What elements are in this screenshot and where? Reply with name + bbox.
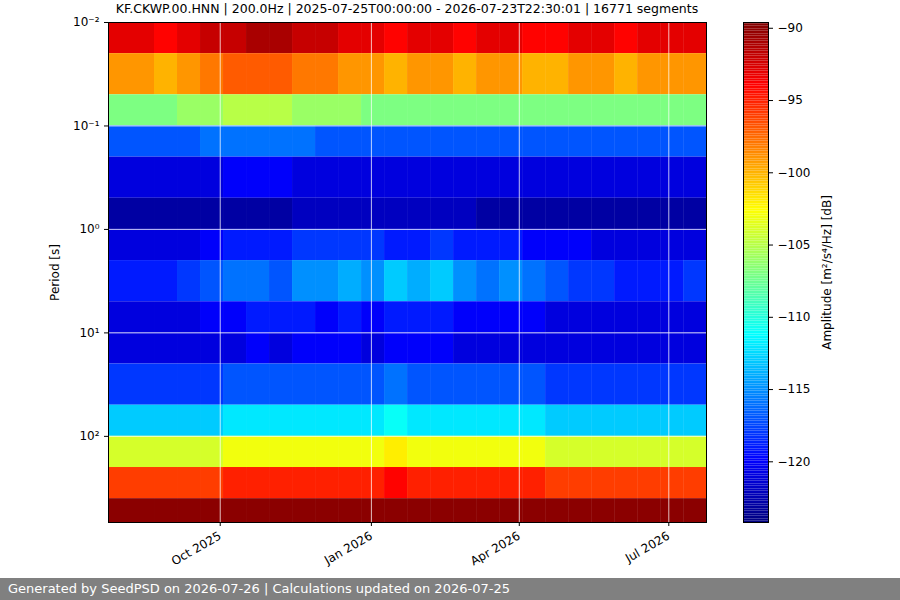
svg-text:Jan 2026: Jan 2026 xyxy=(321,529,375,568)
svg-text:Period [s]: Period [s] xyxy=(48,244,62,301)
svg-text:−115: −115 xyxy=(778,382,811,396)
svg-text:10⁰: 10⁰ xyxy=(79,222,99,236)
svg-text:−95: −95 xyxy=(778,93,803,107)
svg-text:Jul 2026: Jul 2026 xyxy=(622,529,672,566)
svg-text:10²: 10² xyxy=(79,429,99,443)
svg-text:Amplitude [m²/s⁴/Hz] [dB]: Amplitude [m²/s⁴/Hz] [dB] xyxy=(820,195,834,350)
svg-text:10⁻²: 10⁻² xyxy=(73,15,100,29)
svg-text:Oct 2025: Oct 2025 xyxy=(169,529,224,569)
html-text:Generated by SeedPSD on 2026-0: Generated by SeedPSD on 2026-07-26 | Cal… xyxy=(8,581,510,596)
svg-text:10¹: 10¹ xyxy=(79,326,99,340)
svg-text:−120: −120 xyxy=(778,455,811,469)
html-text:KF.CKWP.00.HNN | 200.0Hz | 202: KF.CKWP.00.HNN | 200.0Hz | 2025-07-25T00… xyxy=(115,1,699,16)
svg-text:Apr 2026: Apr 2026 xyxy=(468,529,523,569)
svg-text:−100: −100 xyxy=(778,166,811,180)
svg-text:−105: −105 xyxy=(778,238,811,252)
svg-text:−110: −110 xyxy=(778,310,811,324)
svg-text:10⁻¹: 10⁻¹ xyxy=(73,119,100,133)
svg-text:−90: −90 xyxy=(778,21,803,35)
